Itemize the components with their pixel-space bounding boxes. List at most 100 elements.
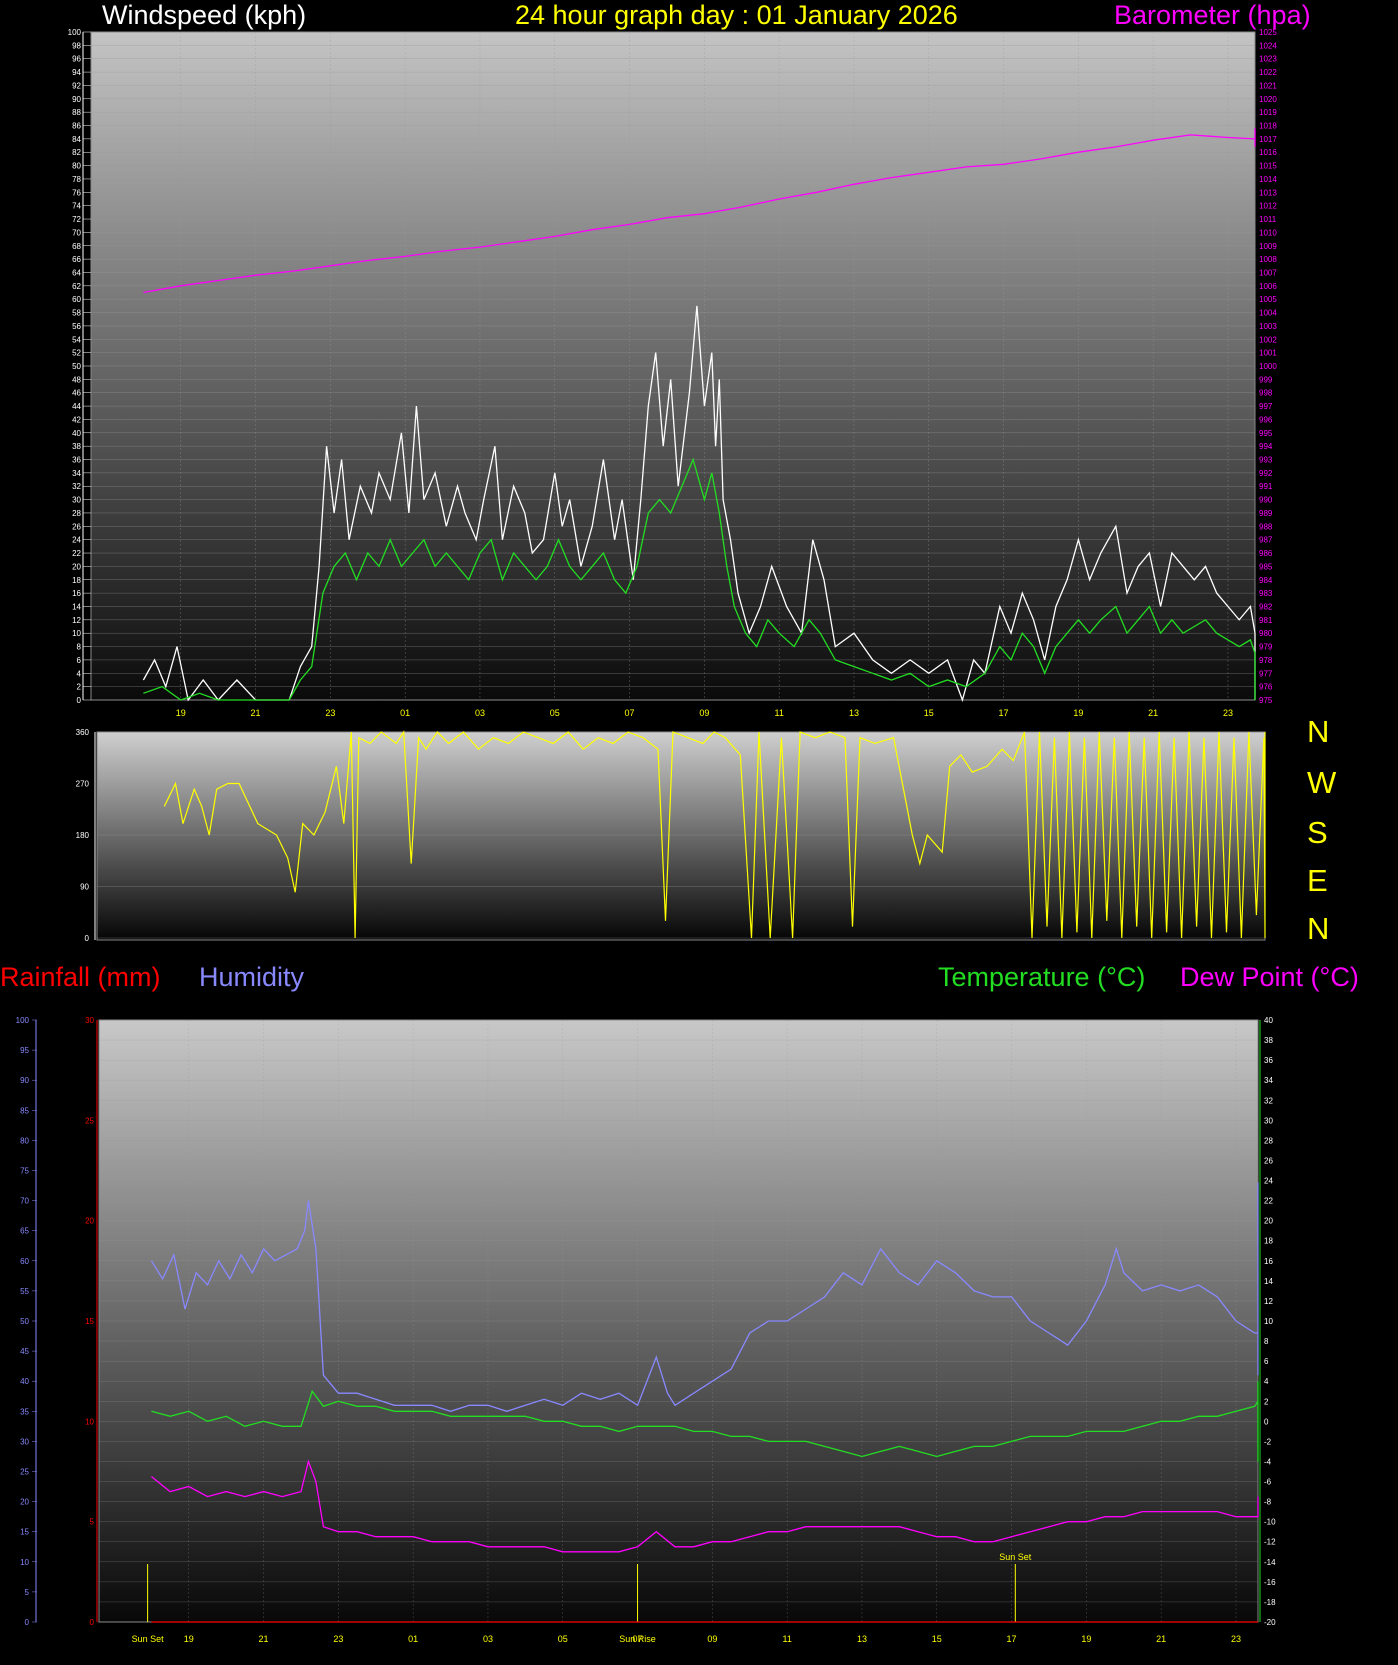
series-direction [163,730,1266,939]
windspeed-barometer-chart: 0246810121416182022242628303234363840424… [68,28,1278,718]
rain-y-tick: 5 [90,1518,95,1527]
wind-y-tick: 0 [77,696,82,705]
barometer-y-tick: 987 [1259,536,1273,545]
barometer-y-tick: 1019 [1259,108,1277,117]
barometer-header: Barometer (hpa) [1114,0,1311,30]
wind-y-tick: 18 [72,576,81,585]
barometer-y-tick: 1016 [1259,148,1277,157]
barometer-y-tick: 997 [1259,402,1273,411]
barometer-y-tick: 988 [1259,522,1273,531]
barometer-y-tick: 1003 [1259,322,1277,331]
temp-x-tick: 19 [1081,1634,1091,1644]
humidity-y-tick: 50 [20,1317,29,1326]
direction-y-tick: 0 [85,934,90,943]
wind-y-tick: 56 [72,322,81,331]
wind-x-tick: 17 [999,708,1009,718]
date-title: 24 hour graph day : 01 January 2026 [515,0,958,30]
wind-y-tick: 94 [72,68,81,77]
rainfall-header: Rainfall (mm) [0,962,161,992]
humidity-y-tick: 0 [25,1618,30,1627]
barometer-y-tick: 1006 [1259,282,1277,291]
temperature-y-tick: 14 [1264,1277,1273,1286]
wind-y-tick: 42 [72,415,81,424]
barometer-y-tick: 979 [1259,643,1273,652]
humidity-y-tick: 70 [20,1197,29,1206]
wind-y-tick: 98 [72,41,81,50]
wind-y-tick: 48 [72,375,81,384]
barometer-y-tick: 1008 [1259,255,1277,264]
barometer-y-tick: 999 [1259,375,1273,384]
temperature-y-tick: 34 [1264,1076,1273,1085]
humidity-y-tick: 85 [20,1106,29,1115]
wind-x-tick: 21 [251,708,261,718]
wind-x-tick: 01 [400,708,410,718]
temp-x-tick: 07 [633,1634,643,1644]
humidity-y-tick: 30 [20,1437,29,1446]
barometer-y-tick: 1012 [1259,202,1277,211]
barometer-y-tick: 984 [1259,576,1273,585]
wind-y-tick: 90 [72,95,81,104]
series-temperature [151,1381,1259,1462]
wind-y-tick: 8 [77,643,82,652]
barometer-y-tick: 977 [1259,669,1273,678]
temperature-y-tick: -6 [1264,1478,1272,1487]
series-humidity [150,1182,1259,1412]
temp-x-tick: 23 [333,1634,343,1644]
wind-y-tick: 100 [68,28,82,37]
direction-label-w: W [1307,765,1337,800]
barometer-y-tick: 980 [1259,629,1273,638]
wind-y-tick: 82 [72,148,81,157]
humidity-y-tick: 90 [20,1076,29,1085]
humidity-y-tick: 75 [20,1167,29,1176]
humidity-y-tick: 25 [20,1468,29,1477]
barometer-y-tick: 1011 [1259,215,1277,224]
wind-y-tick: 74 [72,202,81,211]
temperature-y-tick: 36 [1264,1056,1273,1065]
temp-x-tick: 03 [483,1634,493,1644]
direction-label-e: E [1307,863,1328,898]
barometer-y-tick: 993 [1259,456,1273,465]
barometer-y-tick: 1007 [1259,268,1277,277]
temperature-y-tick: 16 [1264,1257,1273,1266]
barometer-y-tick: 976 [1259,683,1273,692]
temperature-y-tick: 22 [1264,1197,1273,1206]
series-gust-average [143,457,1256,701]
sun-marker-label: Sun Rise [619,1634,656,1644]
wind-y-tick: 34 [72,469,81,478]
wind-x-tick: 03 [475,708,485,718]
temperature-y-tick: 4 [1264,1377,1269,1386]
temp-x-tick: 23 [1231,1634,1241,1644]
temp-x-tick: 11 [782,1634,791,1644]
windspeed-header: Windspeed (kph) [102,0,307,30]
humidity-y-tick: 5 [25,1588,30,1597]
temp-x-tick: 13 [857,1634,867,1644]
barometer-y-tick: 998 [1259,389,1273,398]
temperature-y-tick: 10 [1264,1317,1273,1326]
temp-x-tick: 21 [259,1634,269,1644]
wind-y-tick: 20 [72,562,81,571]
barometer-y-tick: 1002 [1259,335,1277,344]
wind-y-tick: 66 [72,255,81,264]
wind-x-tick: 21 [1148,708,1158,718]
wind-x-tick: 23 [1223,708,1233,718]
barometer-y-tick: 975 [1259,696,1273,705]
direction-label-n-bottom: N [1307,911,1330,946]
temperature-y-tick: 0 [1264,1417,1269,1426]
barometer-y-tick: 1023 [1259,55,1277,64]
wind-y-tick: 92 [72,81,81,90]
wind-y-tick: 58 [72,309,81,318]
direction-plot-area [96,731,1266,941]
wind-x-tick: 09 [699,708,709,718]
temperature-y-tick: -16 [1264,1578,1276,1587]
rain-y-tick: 20 [85,1217,94,1226]
barometer-y-tick: 1001 [1259,349,1277,358]
temperature-y-tick: -18 [1264,1598,1276,1607]
wind-y-tick: 88 [72,108,81,117]
barometer-y-tick: 1024 [1259,41,1277,50]
temp-x-tick: 15 [932,1634,942,1644]
temp-humidity-chart: -20-18-16-14-12-10-8-6-4-202468101214161… [16,1016,1276,1644]
barometer-y-tick: 982 [1259,602,1273,611]
barometer-y-tick: 1004 [1259,309,1277,318]
temp-x-tick: 01 [408,1634,418,1644]
